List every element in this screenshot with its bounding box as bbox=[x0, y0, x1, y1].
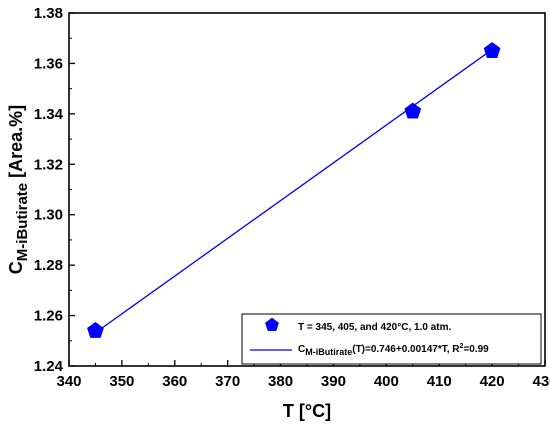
x-tick-label: 430 bbox=[532, 373, 550, 390]
y-tick-label: 1.32 bbox=[34, 156, 63, 173]
fit-line bbox=[95, 49, 493, 334]
x-tick-label: 360 bbox=[162, 373, 187, 390]
y-label-sub: M-iButirate bbox=[14, 183, 31, 261]
y-tick-label: 1.30 bbox=[34, 207, 63, 224]
legend-marker-slot bbox=[265, 317, 279, 331]
legend-fit-sup: 2 bbox=[460, 343, 464, 350]
x-tick-label: 340 bbox=[56, 373, 81, 390]
data-point bbox=[404, 102, 422, 119]
y-tick-label: 1.24 bbox=[34, 358, 64, 375]
legend-marker bbox=[265, 317, 279, 331]
y-tick-label: 1.26 bbox=[34, 308, 63, 325]
legend-fit-end: =0.99 bbox=[463, 344, 489, 355]
y-tick-label: 1.28 bbox=[34, 257, 63, 274]
legend: T = 345, 405, and 420°C, 1.0 atm. CM-iBu… bbox=[241, 313, 542, 365]
y-axis-label: CM-iButirate [Area.%] bbox=[6, 105, 31, 274]
y-tick-label: 1.34 bbox=[34, 106, 64, 123]
legend-box bbox=[241, 313, 542, 365]
y-axis-ticks: 1.24 1.26 1.28 1.30 1.32 1.34 1.36 1.38 bbox=[34, 5, 75, 375]
data-point bbox=[87, 321, 104, 338]
legend-fit-main: C bbox=[298, 344, 305, 355]
x-axis-label: T [°C] bbox=[283, 401, 331, 421]
plot-marks bbox=[87, 42, 501, 338]
data-point bbox=[483, 42, 501, 58]
x-tick-label: 380 bbox=[268, 373, 293, 390]
x-tick-label: 400 bbox=[374, 373, 399, 390]
legend-label-fit: CM-iButirate(T)=0.746+0.00147*T, R2=0.99 bbox=[298, 343, 489, 357]
y-tick-label: 1.36 bbox=[34, 55, 63, 72]
x-tick-label: 420 bbox=[480, 373, 505, 390]
legend-label-markers: T = 345, 405, and 420°C, 1.0 atm. bbox=[298, 322, 451, 333]
plot-frame bbox=[68, 12, 546, 367]
legend-fit-sub: M-iButirate bbox=[305, 347, 352, 357]
y-tick-label: 1.38 bbox=[34, 5, 63, 22]
y-label-rest: [Area.%] bbox=[6, 105, 26, 183]
x-tick-label: 350 bbox=[109, 373, 134, 390]
x-tick-label: 390 bbox=[321, 373, 346, 390]
legend-fit-rest: (T)=0.746+0.00147*T, R bbox=[352, 344, 460, 355]
y-label-main: C bbox=[6, 261, 26, 274]
x-tick-label: 410 bbox=[427, 373, 452, 390]
x-tick-label: 370 bbox=[215, 373, 240, 390]
